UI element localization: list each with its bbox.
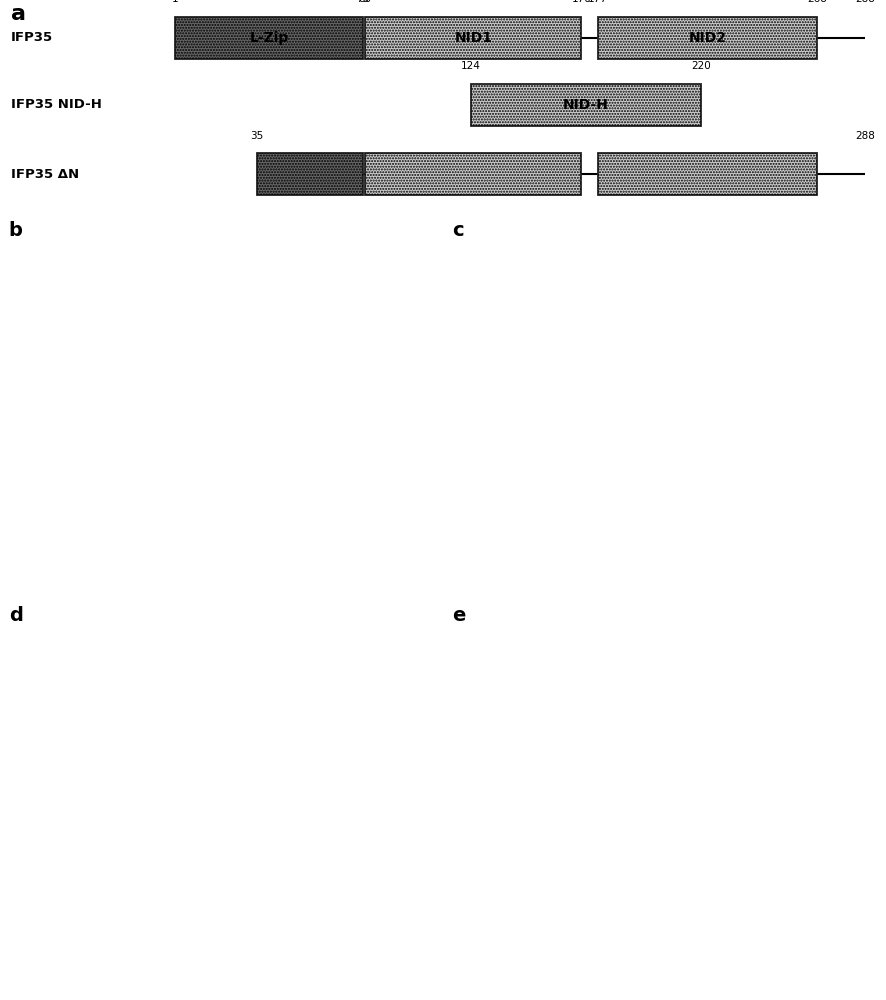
Text: 288: 288 [854, 131, 874, 141]
Text: 170: 170 [571, 0, 591, 4]
Text: 80: 80 [358, 0, 371, 4]
FancyBboxPatch shape [365, 153, 580, 195]
FancyBboxPatch shape [470, 84, 701, 126]
Text: NID1: NID1 [454, 31, 492, 45]
Text: IFP35 ΔN: IFP35 ΔN [11, 168, 79, 181]
Text: c: c [452, 221, 463, 240]
Text: IFP35: IFP35 [11, 31, 52, 44]
Text: 124: 124 [461, 61, 480, 71]
Text: L-Zip: L-Zip [249, 31, 288, 45]
FancyBboxPatch shape [597, 153, 816, 195]
Text: 1: 1 [172, 0, 178, 4]
Text: NID-H: NID-H [563, 98, 609, 112]
FancyBboxPatch shape [597, 17, 816, 59]
Text: 35: 35 [250, 131, 263, 141]
Text: 220: 220 [691, 61, 711, 71]
Text: e: e [452, 606, 465, 625]
FancyBboxPatch shape [365, 17, 580, 59]
Text: 79: 79 [355, 0, 369, 4]
Text: b: b [9, 221, 23, 240]
FancyBboxPatch shape [175, 17, 362, 59]
Text: 268: 268 [806, 0, 826, 4]
Text: IFP35 NID-H: IFP35 NID-H [11, 99, 101, 111]
Text: a: a [11, 4, 26, 24]
Text: NID2: NID2 [688, 31, 726, 45]
Text: 177: 177 [587, 0, 608, 4]
FancyBboxPatch shape [257, 153, 362, 195]
Text: 288: 288 [854, 0, 874, 4]
Text: d: d [9, 606, 23, 625]
